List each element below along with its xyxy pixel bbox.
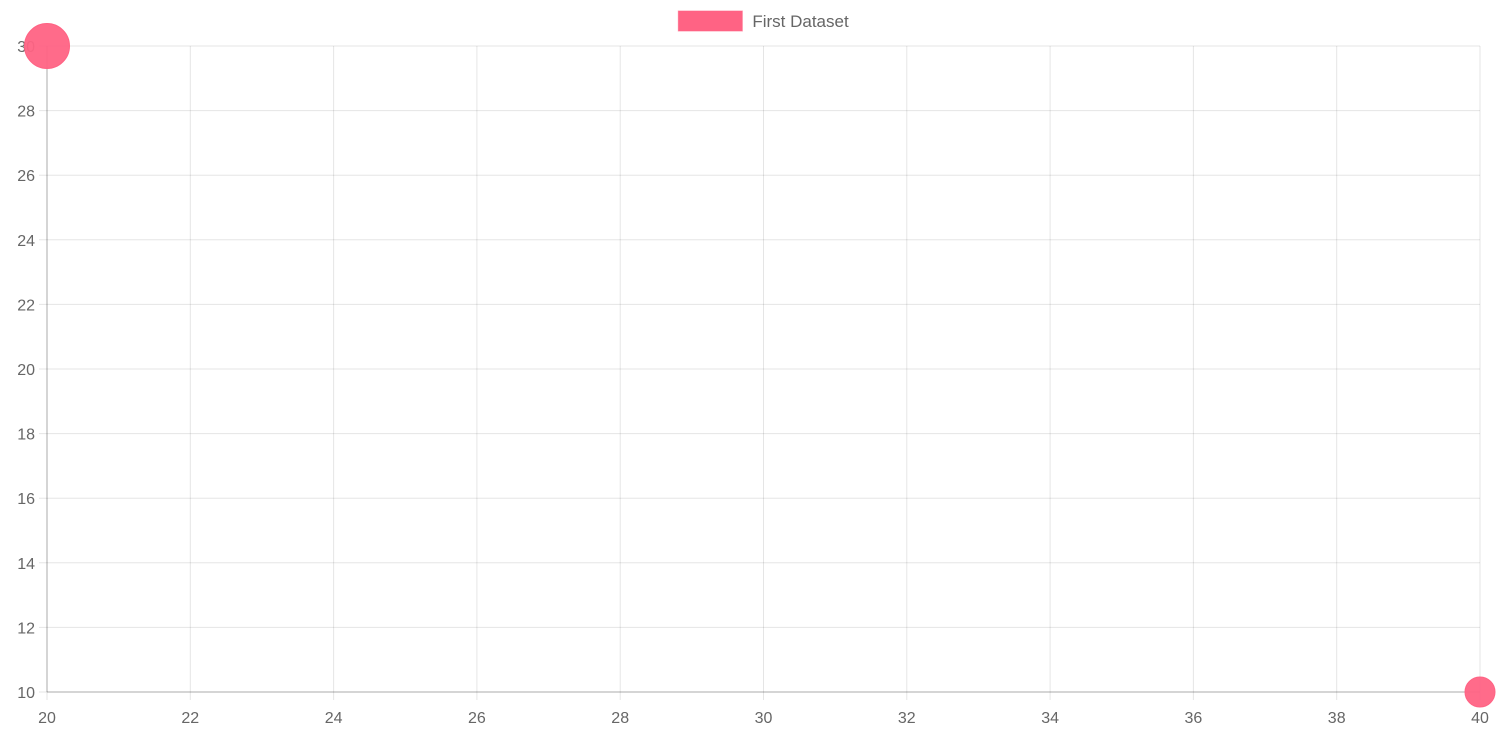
y-tick-label: 14 (17, 556, 35, 573)
x-tick-label: 30 (755, 710, 773, 727)
x-tick-label: 24 (325, 710, 343, 727)
x-tick-label: 32 (898, 710, 916, 727)
y-tick-label: 16 (17, 491, 35, 508)
y-tick-label: 24 (17, 233, 35, 250)
grid-lines (39, 45, 1481, 700)
x-tick-label: 36 (1185, 710, 1203, 727)
legend-label-first-dataset[interactable]: First Dataset (752, 12, 849, 31)
tick-labels: 20 22 24 26 28 30 32 34 36 38 40 10 12 14 16 18 20 22 24 26… (17, 39, 1489, 727)
x-tick-label: 40 (1471, 710, 1489, 727)
data-points (24, 23, 1496, 708)
legend-swatch-first-dataset[interactable] (677, 10, 743, 32)
y-tick-label: 26 (17, 168, 35, 185)
y-tick-label: 28 (17, 104, 35, 121)
y-tick-label: 12 (17, 620, 35, 637)
x-tick-label: 26 (468, 710, 486, 727)
bubble-point-1[interactable] (1464, 676, 1496, 708)
x-tick-label: 38 (1328, 710, 1346, 727)
y-tick-label: 22 (17, 297, 35, 314)
legend[interactable]: First Dataset (677, 10, 849, 32)
y-tick-label: 18 (17, 427, 35, 444)
x-tick-label: 20 (38, 710, 56, 727)
y-tick-label: 10 (17, 685, 35, 702)
axes (46, 46, 1480, 693)
x-tick-label: 28 (611, 710, 629, 727)
y-tick-label: 20 (17, 362, 35, 379)
x-tick-label: 34 (1041, 710, 1059, 727)
bubble-point-0[interactable] (24, 23, 70, 69)
x-tick-label: 22 (181, 710, 199, 727)
